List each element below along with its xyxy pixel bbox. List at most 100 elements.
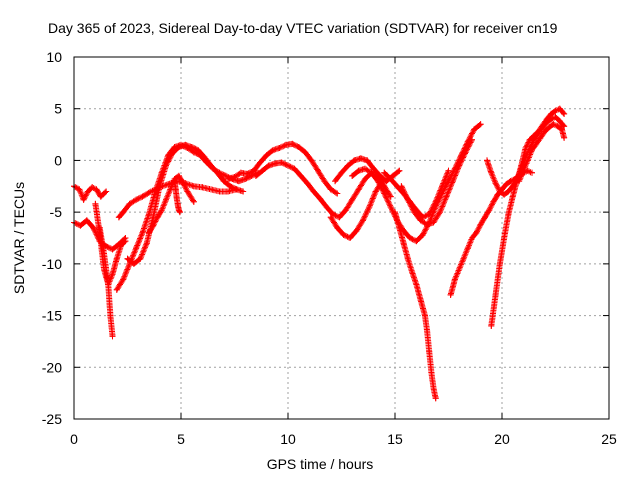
data-point	[556, 118, 563, 125]
data-point	[355, 167, 362, 174]
data-point	[175, 144, 182, 150]
data-point	[252, 172, 259, 179]
data-point	[291, 165, 298, 172]
data-point	[392, 209, 398, 216]
data-point	[404, 196, 411, 203]
data-point	[503, 181, 510, 188]
data-point	[488, 322, 495, 329]
data-point	[447, 291, 454, 298]
data-point	[426, 348, 433, 355]
series-arc-4	[96, 224, 116, 340]
data-point	[92, 200, 99, 207]
data-point	[336, 214, 343, 221]
data-point	[222, 172, 229, 179]
plot-frame	[73, 56, 610, 420]
series-arc-5	[113, 141, 261, 293]
data-point	[276, 145, 283, 151]
data-point	[214, 169, 221, 176]
series-arc-13	[332, 155, 403, 185]
data-point	[201, 154, 208, 161]
y-tick-label: -5	[50, 204, 63, 220]
data-point	[520, 167, 527, 174]
data-point	[413, 281, 420, 288]
x-tick-label: 25	[601, 431, 617, 447]
series-arc-14	[349, 121, 484, 245]
data-point	[516, 178, 523, 185]
data-point	[244, 170, 251, 177]
data-point	[289, 140, 296, 147]
data-point	[270, 147, 276, 154]
data-point	[561, 110, 568, 117]
data-point	[118, 242, 125, 249]
data-point	[282, 141, 289, 148]
data-point	[417, 217, 424, 224]
series-arc-21	[516, 121, 568, 185]
data-point	[469, 235, 475, 241]
series-arc-10	[225, 140, 341, 197]
data-point	[208, 186, 214, 193]
data-point	[184, 188, 191, 195]
data-point	[237, 169, 244, 176]
series-arc-9	[171, 178, 183, 216]
data-point	[501, 191, 508, 198]
data-point	[374, 178, 381, 185]
data-point	[533, 140, 540, 147]
data-point	[278, 159, 285, 166]
data-point	[173, 194, 180, 201]
data-point	[107, 312, 114, 319]
data-point	[113, 255, 120, 262]
data-point	[505, 211, 512, 218]
series-arc-20	[484, 114, 568, 198]
data-point	[368, 169, 375, 176]
data-point	[443, 193, 450, 200]
data-point	[477, 221, 484, 228]
series-markers	[113, 141, 261, 293]
data-point	[561, 134, 568, 141]
data-point	[558, 126, 565, 133]
data-point	[362, 165, 368, 172]
data-point	[484, 157, 490, 164]
data-point	[172, 186, 179, 193]
data-point	[424, 221, 431, 228]
data-point	[176, 209, 183, 216]
data-point	[347, 235, 354, 241]
data-point	[199, 184, 206, 191]
data-point	[80, 196, 87, 203]
data-point	[340, 231, 347, 238]
data-point	[422, 312, 428, 319]
data-point	[137, 255, 144, 262]
data-point	[428, 369, 435, 376]
data-point	[554, 123, 561, 130]
x-tick-label: 10	[280, 431, 296, 447]
data-point	[133, 245, 140, 252]
data-point	[109, 271, 116, 278]
data-point	[509, 183, 516, 190]
data-point	[383, 178, 390, 185]
data-point	[310, 188, 317, 195]
data-point	[529, 169, 535, 176]
data-point	[473, 229, 480, 236]
data-point	[381, 169, 388, 176]
data-point	[496, 188, 503, 195]
data-point	[115, 214, 122, 221]
x-tick-label: 20	[494, 431, 510, 447]
data-point	[362, 176, 368, 182]
data-point	[182, 141, 189, 148]
data-point	[93, 186, 100, 193]
series-arc-16	[392, 209, 439, 402]
series-arc-19	[488, 105, 568, 329]
data-point	[323, 204, 330, 210]
data-point	[167, 186, 174, 193]
data-point	[537, 134, 544, 141]
data-point	[163, 162, 169, 169]
data-point	[417, 297, 424, 304]
data-point	[240, 188, 247, 195]
data-point	[332, 178, 339, 185]
data-point	[377, 172, 383, 179]
grid-lines	[74, 57, 609, 419]
data-point	[364, 157, 371, 164]
data-point	[225, 188, 232, 195]
data-point	[188, 144, 195, 150]
data-point	[120, 209, 127, 216]
data-point	[456, 162, 463, 169]
